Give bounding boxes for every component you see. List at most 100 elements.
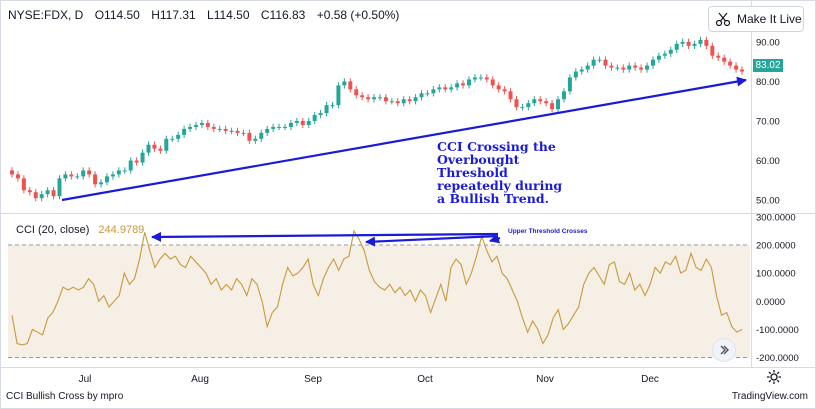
candle-body: [550, 103, 555, 110]
candle-body: [122, 170, 127, 172]
symbol-label[interactable]: NYSE:FDX, D: [8, 8, 84, 22]
candle-body: [182, 128, 187, 135]
candle-body: [461, 83, 466, 86]
candle-body: [176, 134, 181, 139]
scroll-to-realtime-button[interactable]: [712, 338, 736, 362]
cci-legend-label: CCI (20, close): [16, 224, 90, 236]
candle-body: [603, 59, 608, 66]
candle-body: [294, 121, 299, 123]
candle-body: [330, 105, 335, 107]
candle-body: [567, 77, 572, 92]
candle-body: [140, 152, 145, 163]
candle-body: [484, 77, 489, 80]
candle-body: [443, 87, 448, 90]
candle-body: [99, 182, 104, 185]
make-it-live-button[interactable]: Make It Live: [708, 6, 804, 32]
trend-arrow: [61, 76, 747, 202]
candle-body: [662, 53, 667, 56]
candle-body: [223, 128, 228, 131]
candle-body: [271, 126, 276, 129]
candle-body: [15, 174, 20, 179]
candle-body: [395, 101, 400, 104]
candle-body: [259, 132, 264, 139]
candle-body: [704, 39, 709, 46]
time-tick-label: Dec: [641, 374, 659, 385]
price-tick-label: 50.00: [756, 196, 780, 207]
make-it-live-label: Make It Live: [737, 12, 802, 26]
candle-body: [490, 79, 495, 86]
time-tick-label: Nov: [536, 374, 554, 385]
gear-icon[interactable]: [766, 369, 782, 385]
candle-body: [425, 93, 430, 95]
candle-body: [508, 91, 513, 100]
cci-tick-label: -100.0000: [756, 325, 799, 336]
candle-body: [692, 43, 697, 46]
candle-body: [472, 77, 477, 80]
candle-body: [698, 39, 703, 44]
candle-body: [496, 85, 501, 90]
candle-body: [146, 144, 151, 153]
candle-body: [265, 128, 270, 133]
candle-body: [372, 97, 377, 100]
cci-tick-label: 0.0000: [756, 297, 785, 308]
chart-header: NYSE:FDX, D O114.50 H117.31 L114.50 C116…: [8, 8, 407, 22]
candle-body: [419, 93, 424, 98]
candle-body: [104, 176, 109, 183]
candle-body: [188, 126, 193, 129]
cci-tick-label: 300.0000: [756, 212, 796, 223]
candle-body: [360, 95, 365, 98]
candle-body: [650, 59, 655, 66]
candle-body: [235, 130, 240, 133]
candle-body: [288, 122, 293, 127]
footer-brand[interactable]: TradingView.com: [731, 391, 808, 402]
candle-body: [39, 194, 44, 199]
candle-body: [633, 65, 638, 68]
candle-body: [211, 126, 216, 129]
candle-body: [573, 71, 578, 78]
candle-body: [544, 101, 549, 104]
candle-body: [164, 138, 169, 151]
cross-arrow-3: [489, 233, 501, 244]
candle-body: [734, 65, 739, 70]
cci-tick-label: 100.0000: [756, 269, 796, 280]
high-value: H117.31: [151, 8, 196, 22]
candle-body: [229, 130, 234, 132]
time-tick-label: Oct: [417, 374, 433, 385]
cci-legend[interactable]: CCI (20, close) 244.9789: [16, 224, 144, 236]
candle-body: [128, 160, 133, 171]
candle-body: [306, 121, 311, 125]
candle-body: [21, 178, 26, 191]
candle-body: [627, 65, 632, 70]
candle-body: [354, 89, 359, 96]
candle-body: [591, 59, 596, 66]
candle-body: [716, 55, 721, 58]
candle-body: [674, 43, 679, 50]
candle-body: [710, 45, 715, 56]
candle-body: [532, 99, 537, 104]
candle-body: [277, 126, 282, 128]
candle-body: [324, 105, 329, 114]
low-value: L114.50: [207, 8, 250, 22]
candle-body: [241, 132, 246, 134]
candle-body: [526, 103, 531, 108]
candle-body: [69, 174, 74, 177]
candle-body: [87, 170, 92, 175]
price-tick-label: 90.00: [756, 37, 780, 48]
candle-body: [740, 69, 744, 72]
candle-body: [389, 101, 394, 103]
candle-body: [75, 176, 80, 178]
candle-body: [413, 97, 418, 102]
candle-body: [431, 89, 436, 94]
candle-body: [556, 99, 561, 110]
candle-body: [668, 49, 673, 54]
candle-body: [318, 113, 323, 116]
candle-body: [609, 65, 614, 68]
price-tick-label: 70.00: [756, 117, 780, 128]
candle-body: [33, 192, 38, 199]
candle-body: [538, 99, 543, 102]
cci-line: [11, 229, 743, 346]
candle-body: [312, 115, 317, 121]
candle-body: [686, 41, 691, 46]
candle-body: [342, 81, 347, 86]
